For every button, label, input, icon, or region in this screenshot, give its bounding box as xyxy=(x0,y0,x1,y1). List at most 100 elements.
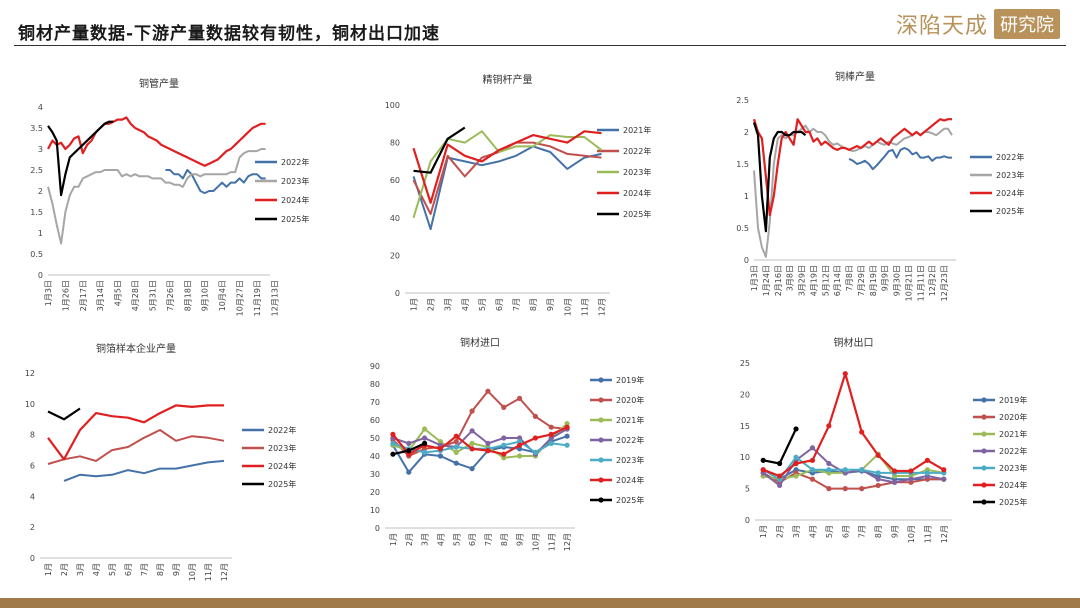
x-tick-label: 5月 xyxy=(825,525,834,538)
series-point-1 xyxy=(453,439,459,445)
series-point-6 xyxy=(793,426,799,432)
series-point-5 xyxy=(777,473,783,479)
legend-label-6: 2025年 xyxy=(999,497,1027,507)
x-tick-label: 9月 xyxy=(172,563,181,576)
y-tick-label: 0 xyxy=(38,271,43,280)
series-point-1 xyxy=(469,408,475,414)
series-point-0 xyxy=(469,466,475,472)
series-point-5 xyxy=(859,429,865,435)
x-tick-label: 9月 xyxy=(516,533,525,546)
x-tick-label: 5月 xyxy=(108,563,117,576)
series-point-6 xyxy=(760,457,766,463)
legend-label-2: 2023年 xyxy=(623,167,651,177)
series-point-4 xyxy=(501,442,507,448)
series-point-0 xyxy=(437,453,444,459)
series-point-5 xyxy=(501,451,507,457)
x-tick-label: 8月 xyxy=(529,298,538,311)
y-tick-label: 2 xyxy=(744,128,749,137)
series-point-2 xyxy=(437,439,444,445)
x-tick-label: 10月 xyxy=(563,298,572,316)
legend-label-1: 2023年 xyxy=(996,170,1024,180)
series-line-6 xyxy=(762,428,797,465)
series-point-1 xyxy=(826,486,832,492)
x-tick-label: 3月8日 xyxy=(786,265,795,291)
x-tick-label: 6月14日 xyxy=(833,265,842,296)
y-tick-label: 0 xyxy=(745,516,750,525)
x-tick-label: 8月19日 xyxy=(869,265,878,296)
legend-label-1: 2023年 xyxy=(281,176,309,186)
series-point-3 xyxy=(908,476,914,482)
legend-label-5: 2024年 xyxy=(616,475,644,485)
y-tick-label: 2 xyxy=(30,523,35,532)
x-tick-label: 9月 xyxy=(891,525,900,538)
series-line-2 xyxy=(392,422,568,459)
series-point-5 xyxy=(390,431,396,437)
series-point-5 xyxy=(924,457,930,463)
title-divider xyxy=(14,45,1066,46)
x-tick-label: 4月28日 xyxy=(131,280,140,311)
series-point-5 xyxy=(516,442,523,448)
series-point-5 xyxy=(453,433,459,439)
logo-text: 深陷天成 xyxy=(895,14,988,39)
series-point-3 xyxy=(875,476,881,482)
series-line-1 xyxy=(753,124,953,258)
x-tick-label: 8月 xyxy=(156,563,165,576)
legend-label-5: 2024年 xyxy=(999,480,1027,490)
y-tick-label: 0 xyxy=(744,256,749,265)
series-point-3 xyxy=(516,435,523,441)
y-tick-label: 8 xyxy=(30,431,35,440)
x-tick-label: 12月13日 xyxy=(270,280,279,316)
x-tick-label: 7月 xyxy=(858,525,867,538)
legend-label-3: 2025年 xyxy=(281,214,309,224)
x-tick-label: 1月3日 xyxy=(44,280,53,306)
brand-logo: 深陷天成 研究院 xyxy=(896,8,1060,40)
legend-marker-2 xyxy=(981,431,987,437)
legend-label-1: 2022年 xyxy=(623,146,651,156)
x-tick-label: 12月 xyxy=(597,298,606,316)
legend-label-4: 2023年 xyxy=(616,455,644,465)
legend-marker-4 xyxy=(598,457,604,463)
x-tick-label: 4月 xyxy=(808,525,817,538)
x-tick-label: 9月30日 xyxy=(893,265,902,296)
legend-marker-1 xyxy=(981,414,987,420)
series-line-1 xyxy=(762,471,944,490)
legend-marker-3 xyxy=(598,437,604,443)
chart-title: 铜管产量 xyxy=(139,77,179,90)
chart-title: 铜材进口 xyxy=(460,336,500,349)
chart-copper-bar: 铜棒产量 0 0.5 1 1.5 2 2.5 1月3日 1月24日 2月16日 3月8日 3月29日 4… xyxy=(736,70,1024,301)
page-title: 铜材产量数据-下游产量数据较有韧性，铜材出口加速 xyxy=(18,24,441,44)
series-line-1 xyxy=(47,148,266,245)
legend-label-1: 2023年 xyxy=(268,443,296,453)
y-tick-label: 30 xyxy=(370,470,380,479)
series-point-5 xyxy=(793,460,799,467)
x-tick-label: 3月14日 xyxy=(96,280,105,311)
legend-label-3: 2024年 xyxy=(623,188,651,198)
x-tick-label: 4月 xyxy=(92,563,101,576)
series-point-6 xyxy=(390,451,396,457)
chart-copper-import: 铜材进口 0 10 20 30 40 50 60 70 80 90 1月 2月 3月 4月 5月 6月 7月 8月 9… xyxy=(370,336,645,551)
legend-label-4: 2023年 xyxy=(999,463,1027,473)
legend-label-3: 2022年 xyxy=(999,446,1027,456)
legend-label-0: 2019年 xyxy=(616,375,644,385)
x-tick-label: 2月 xyxy=(776,525,785,538)
series-line-0 xyxy=(63,459,225,482)
series-point-1 xyxy=(859,486,865,492)
y-tick-label: 15 xyxy=(740,422,750,431)
series-point-2 xyxy=(501,455,507,461)
x-tick-label: 7月29日 xyxy=(857,265,866,296)
chart-title: 铜箔样本企业产量 xyxy=(96,342,176,355)
series-point-5 xyxy=(908,468,914,474)
series-point-4 xyxy=(842,467,848,473)
series-point-5 xyxy=(548,431,554,437)
series-point-3 xyxy=(777,482,783,489)
y-tick-label: 4 xyxy=(38,103,43,112)
series-line-0 xyxy=(848,147,952,171)
series-point-5 xyxy=(469,446,475,452)
x-tick-label: 7月8日 xyxy=(845,265,854,291)
x-tick-label: 2月 xyxy=(405,533,414,546)
legend-marker-0 xyxy=(598,377,604,383)
series-point-4 xyxy=(859,467,865,473)
x-tick-label: 1月 xyxy=(759,525,768,538)
x-tick-label: 11月 xyxy=(204,563,213,581)
x-tick-label: 5月 xyxy=(478,298,487,311)
